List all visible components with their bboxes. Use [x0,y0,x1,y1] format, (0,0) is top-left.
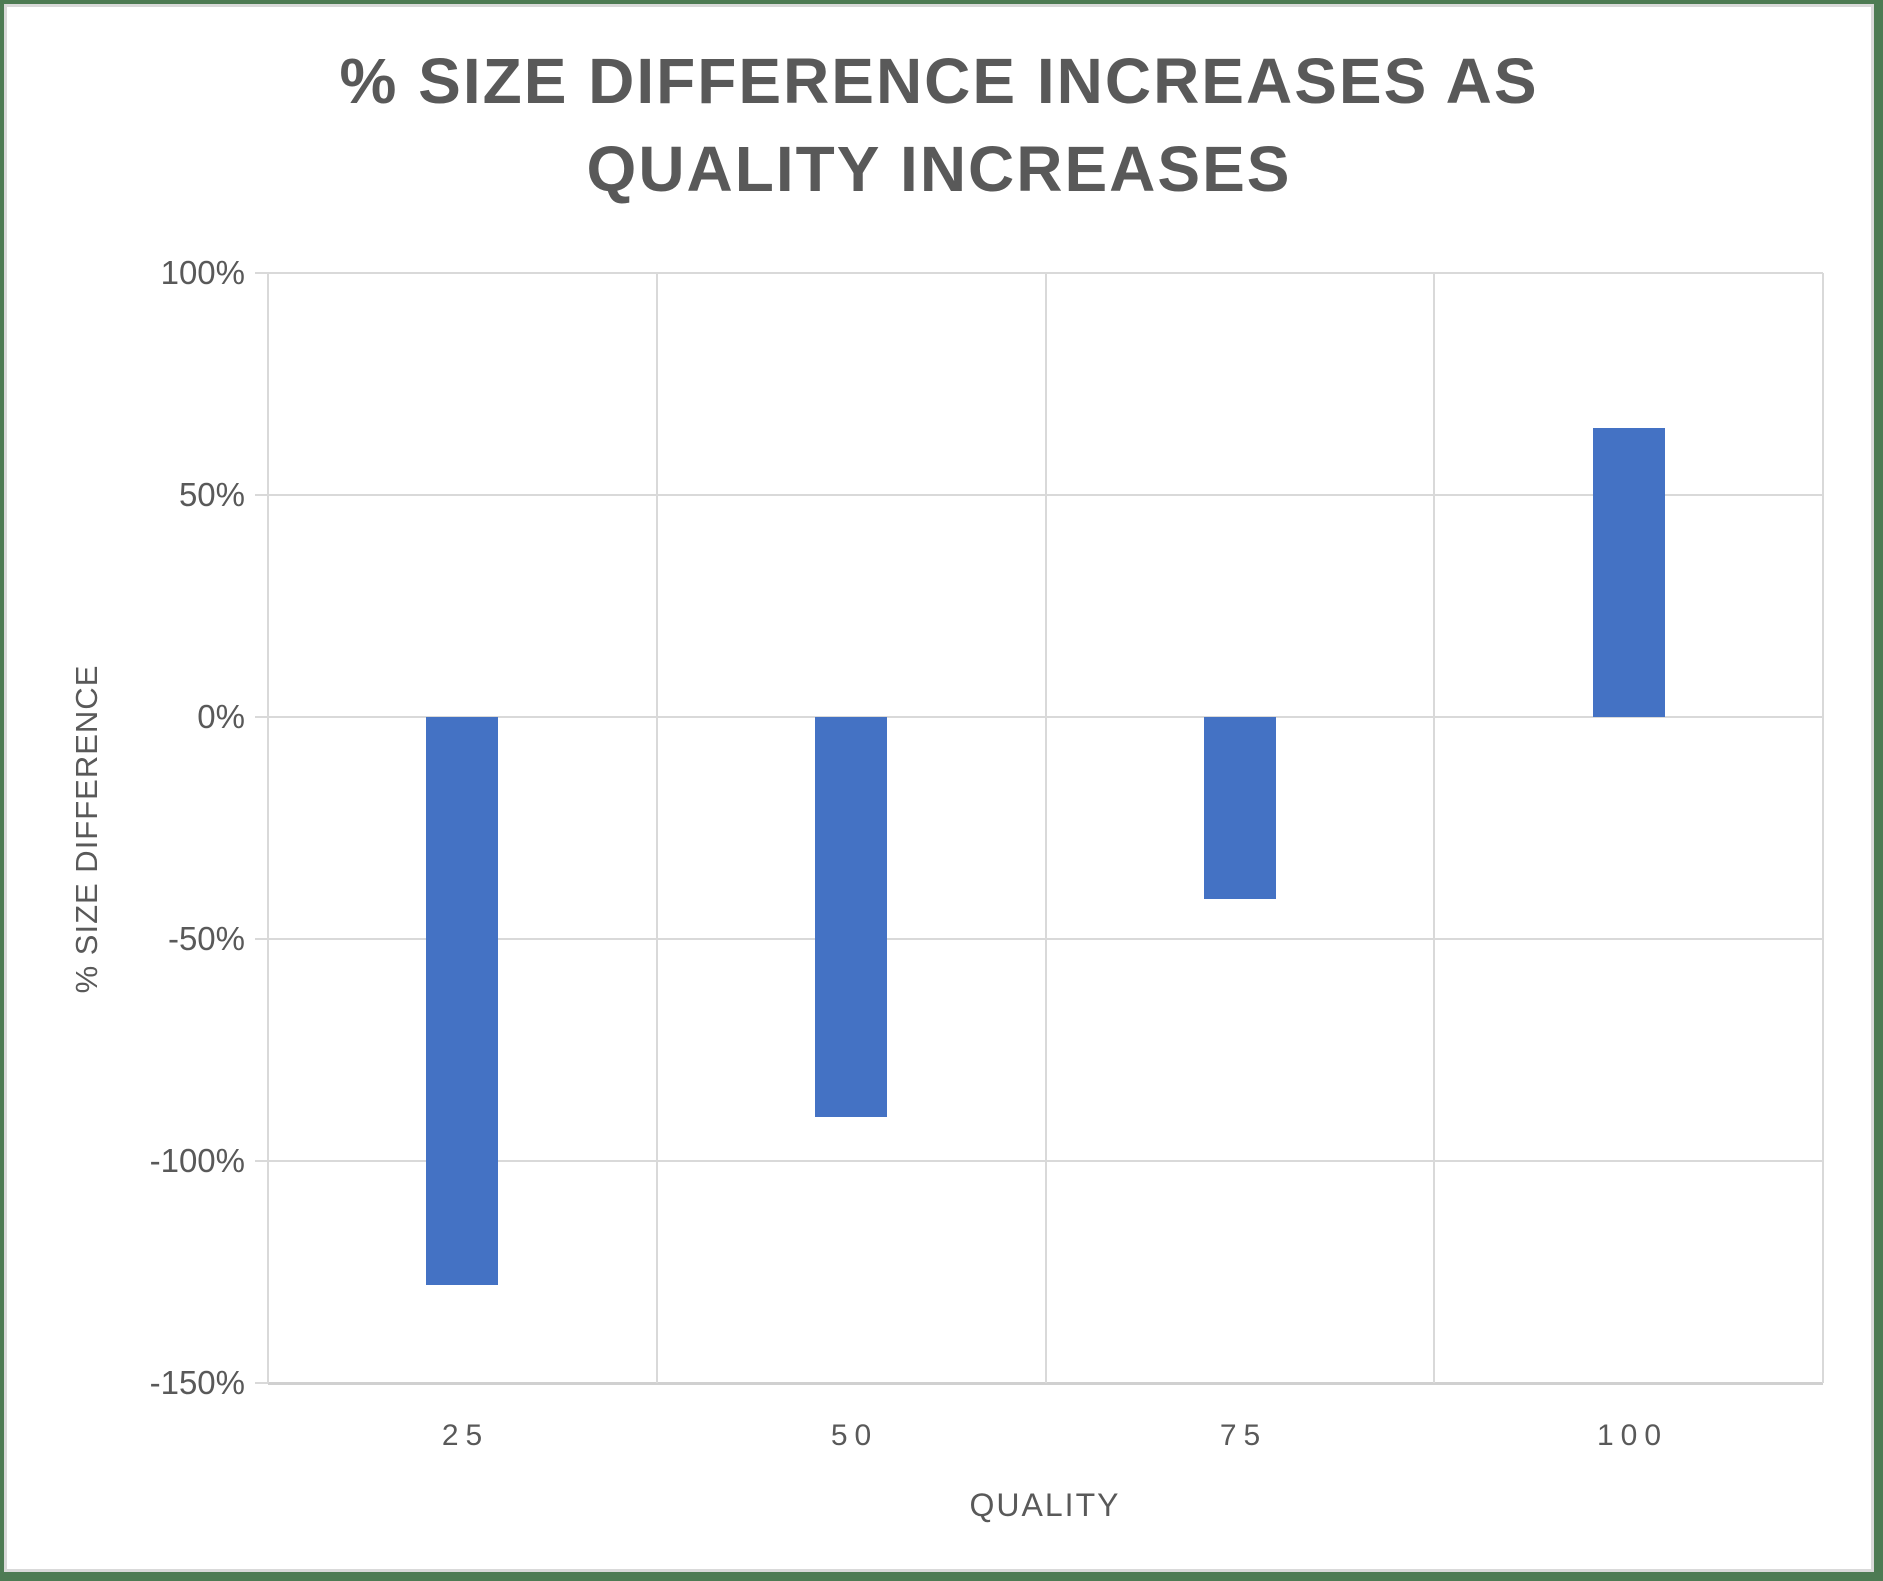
y-axis-tick [255,1160,268,1162]
y-tick-label: -100% [149,1142,245,1179]
gridline-v [656,273,658,1383]
gridline-v [1045,273,1047,1383]
bar-75 [1204,717,1276,899]
y-tick-label: -150% [149,1364,245,1401]
y-tick-label: 50% [178,476,245,513]
plot-area: 100% 50% 0% -50% -100% -150% 25 50 75 100 [4,4,1874,1572]
x-tick-label-75: 75 [1219,1419,1268,1452]
x-tick-label-100: 100 [1596,1419,1669,1452]
y-tick-label: 0% [197,698,245,735]
x-axis-line [268,1382,1823,1385]
x-axis-title: QUALITY [969,1487,1121,1523]
bar-50 [815,717,887,1117]
x-tick-label-25: 25 [441,1419,490,1452]
bar-100 [1593,428,1665,717]
y-axis-tick [255,938,268,940]
y-tick-label: 100% [160,254,245,291]
bar-25 [426,717,498,1285]
gridline-v [1822,273,1824,1383]
y-tick-label: -50% [167,920,245,957]
chart-title-line-1: % SIZE DIFFERENCE INCREASES AS [339,45,1539,117]
y-axis-line [267,273,269,1383]
chart-canvas: % SIZE DIFFERENCE INCREASES AS QUALITY I… [4,4,1874,1572]
gridline-v [1433,273,1435,1383]
y-axis-tick [255,494,268,496]
y-axis-title: % SIZE DIFFERENCE [69,664,104,994]
y-axis-tick [255,272,268,274]
chart-title: % SIZE DIFFERENCE INCREASES AS QUALITY I… [4,37,1874,213]
x-tick-label-50: 50 [830,1419,879,1452]
y-axis-tick [255,1382,268,1384]
y-axis-tick [255,716,268,718]
chart-title-line-2: QUALITY INCREASES [586,133,1292,205]
